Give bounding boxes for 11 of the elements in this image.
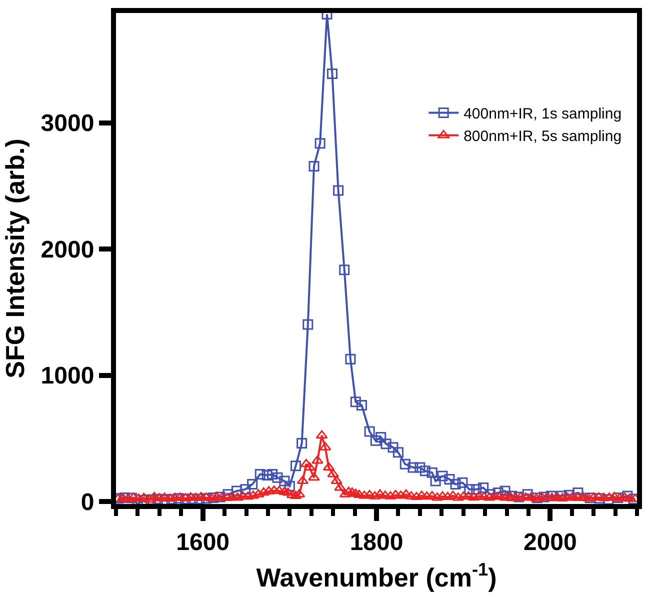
legend-label: 800nm+IR, 5s sampling bbox=[464, 128, 622, 146]
y-tick-label: 3000 bbox=[40, 110, 94, 138]
y-tick-label: 0 bbox=[80, 488, 94, 516]
y-axis-title: SFG Intensity (arb.) bbox=[0, 138, 30, 378]
x-axis-title: Wavenumber (cm$^{-1}$) bbox=[256, 560, 497, 592]
x-tick-label: 2000 bbox=[523, 528, 577, 556]
x-tick-label: 1600 bbox=[176, 528, 230, 556]
y-tick-label: 2000 bbox=[40, 236, 94, 264]
legend-label: 400nm+IR, 1s sampling bbox=[464, 106, 622, 123]
x-tick-label: 1800 bbox=[350, 528, 404, 556]
y-tick-label: 1000 bbox=[40, 362, 94, 390]
